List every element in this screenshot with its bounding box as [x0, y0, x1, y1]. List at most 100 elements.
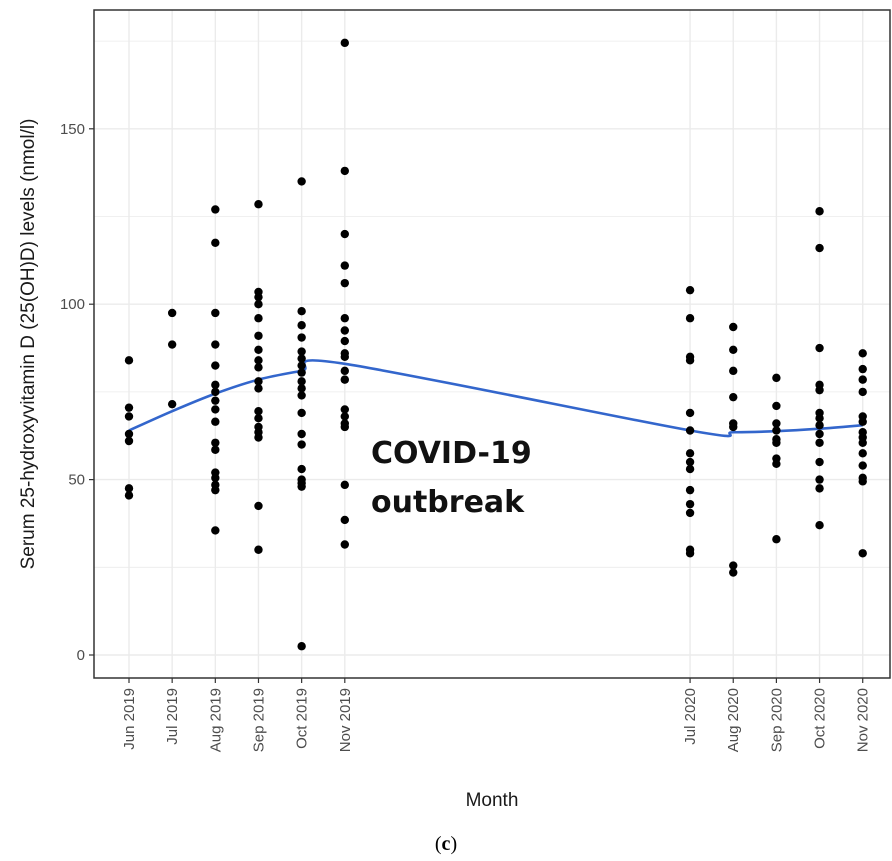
data-point [297, 391, 306, 400]
data-point [858, 364, 867, 374]
x-tick-label: Oct 2020 [812, 688, 829, 749]
y-tick-label: 0 [77, 647, 85, 664]
data-point [772, 373, 781, 383]
data-point [858, 461, 867, 470]
data-point [124, 436, 134, 446]
data-point [340, 515, 349, 525]
x-tick-label: Aug 2020 [725, 688, 742, 752]
x-axis-title: Month [466, 790, 519, 811]
data-point [297, 347, 306, 356]
data-point [297, 408, 306, 418]
data-point [858, 438, 867, 447]
data-point [772, 535, 781, 544]
data-point [340, 405, 349, 414]
data-point [254, 300, 263, 309]
data-point [685, 499, 695, 509]
data-point [211, 445, 220, 454]
data-point [167, 399, 177, 409]
points-layer [124, 38, 867, 651]
data-point [254, 384, 263, 393]
data-point [211, 526, 220, 535]
y-tick-label: 50 [68, 472, 85, 489]
data-point [124, 484, 134, 493]
data-point [124, 412, 134, 421]
axes: 0 50 100 150 Jun 2019 Jul 2019 Aug 2019 Sep 201… [60, 121, 872, 752]
data-point [211, 308, 220, 318]
data-point [340, 314, 349, 323]
data-point [340, 326, 349, 335]
data-point [211, 438, 220, 447]
data-point [815, 243, 824, 253]
annotation-covid-line1: COVID-19 [371, 436, 532, 471]
data-point [340, 366, 349, 376]
x-tick-label: Aug 2019 [207, 688, 224, 752]
data-point [254, 345, 263, 355]
x-tick-label: Nov 2019 [337, 688, 354, 752]
data-point [685, 485, 695, 495]
data-point [858, 349, 867, 358]
data-point [297, 642, 306, 651]
data-point [858, 477, 867, 486]
data-point [858, 417, 867, 426]
data-point [858, 449, 867, 458]
data-point [340, 480, 349, 490]
data-point [815, 457, 824, 467]
y-tick-label: 100 [60, 296, 85, 313]
data-point [729, 422, 738, 432]
caption-close-paren: ) [450, 833, 457, 855]
data-point [685, 356, 695, 365]
data-point [211, 380, 220, 390]
data-point [815, 421, 824, 430]
data-point [211, 340, 220, 349]
data-point [340, 278, 349, 288]
data-point [815, 429, 824, 439]
data-point [685, 457, 695, 467]
data-point [297, 464, 306, 474]
data-point [297, 333, 306, 342]
x-tick-label: Sep 2020 [768, 688, 785, 752]
data-point [297, 384, 306, 393]
data-point [685, 285, 695, 295]
data-point [772, 419, 781, 428]
x-tick-label: Nov 2020 [855, 688, 872, 752]
data-point [297, 307, 306, 316]
data-point [254, 406, 263, 416]
data-point [772, 438, 781, 447]
data-point [297, 377, 306, 386]
data-point [772, 426, 781, 435]
data-point [685, 508, 695, 518]
data-point [340, 261, 349, 270]
x-tick-label: Oct 2019 [294, 688, 311, 749]
y-axis-title: Serum 25-hydroxyvitamin D (25(OH)D) leve… [18, 119, 39, 570]
data-point [297, 321, 306, 330]
data-point [124, 356, 134, 365]
data-point [685, 464, 695, 474]
figure-caption: (c) [435, 833, 457, 855]
data-point [211, 238, 220, 248]
data-point [815, 385, 824, 395]
data-point [211, 387, 220, 397]
data-point [815, 438, 824, 447]
data-point [685, 426, 695, 435]
data-point [340, 540, 349, 549]
x-tick-label: Jun 2019 [121, 688, 138, 750]
data-point [211, 205, 220, 214]
x-tick-label: Sep 2019 [250, 688, 267, 752]
data-point [297, 354, 306, 363]
data-point [729, 322, 738, 332]
data-point [211, 485, 220, 495]
data-point [211, 361, 220, 370]
caption-open-paren: ( [435, 833, 442, 855]
data-point [858, 375, 867, 384]
data-point [729, 568, 738, 577]
data-point [772, 459, 781, 469]
data-point [685, 314, 695, 323]
data-point [124, 429, 134, 439]
data-point [729, 392, 738, 402]
data-point [254, 363, 263, 372]
data-point [254, 433, 263, 442]
data-point [254, 414, 263, 423]
data-point [211, 417, 220, 426]
data-point [297, 429, 306, 439]
data-point [858, 387, 867, 397]
